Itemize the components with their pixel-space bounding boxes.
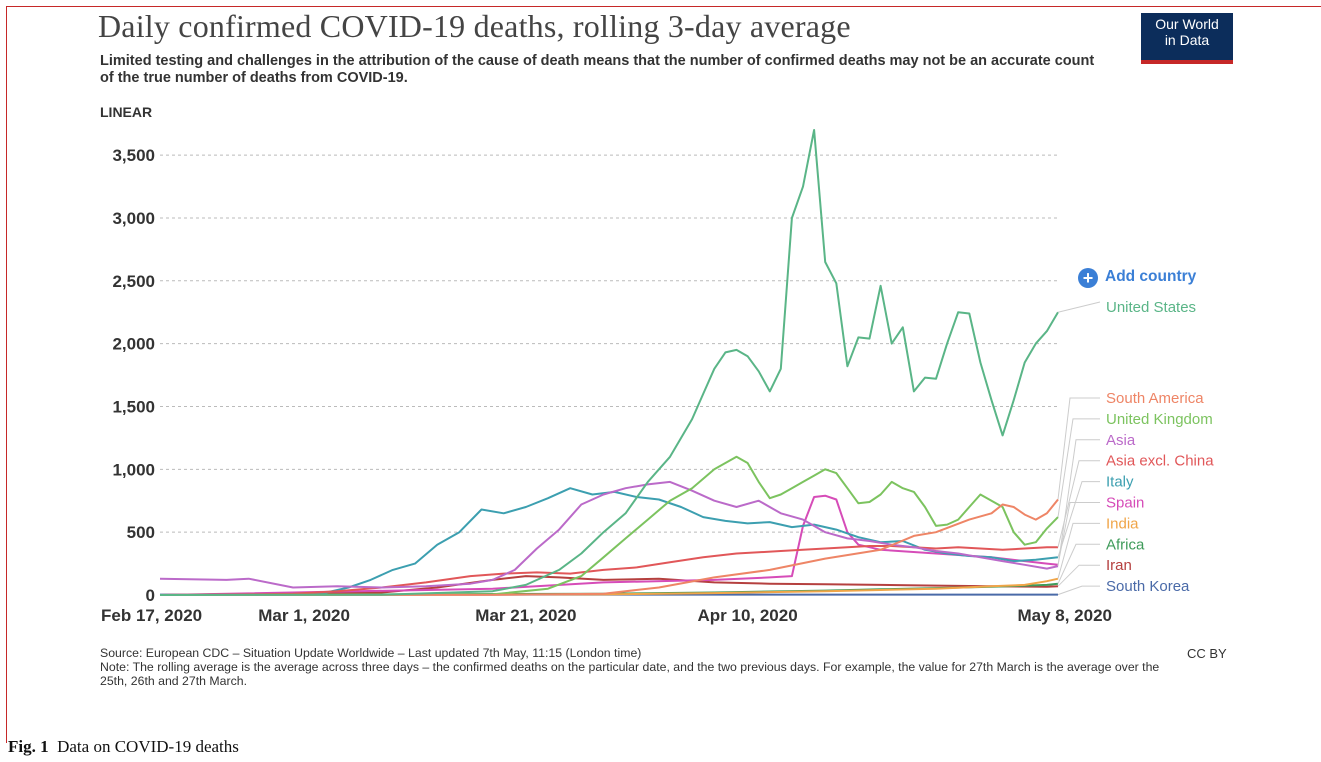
- y-tick-label: 1,500: [112, 397, 155, 416]
- series-line: [159, 498, 1059, 596]
- owid-logo[interactable]: Our World in Data: [1141, 13, 1233, 64]
- legend-label: Asia: [1106, 432, 1136, 449]
- license-label[interactable]: CC BY: [1187, 646, 1227, 661]
- caption-text: Data on COVID-19 deaths: [57, 737, 239, 756]
- legend-label: India: [1106, 515, 1139, 532]
- legend-label: Italy: [1106, 474, 1134, 491]
- figure-caption: Fig. 1 Data on COVID-19 deaths: [8, 737, 239, 757]
- scale-toggle[interactable]: LINEAR: [100, 104, 153, 120]
- legend-label: Iran: [1106, 557, 1132, 574]
- legend-leader: [1057, 418, 1100, 518]
- chart-title: Daily confirmed COVID-19 deaths, rolling…: [98, 8, 851, 44]
- y-tick-label: 0: [146, 586, 155, 605]
- y-tick-label: 500: [127, 523, 155, 542]
- legend-label: Spain: [1106, 495, 1144, 512]
- x-tick-label: May 8, 2020: [1017, 606, 1112, 625]
- caption-label: Fig. 1: [8, 737, 49, 756]
- series-line: [159, 577, 1059, 596]
- frame-border-left: [6, 6, 7, 743]
- legend-leader: [1057, 481, 1100, 558]
- y-tick-label: 2,500: [112, 272, 155, 291]
- legend-label: South Korea: [1106, 578, 1190, 595]
- legend-leader: [1057, 397, 1100, 500]
- series-line: [159, 129, 1059, 596]
- legend-leader: [1057, 522, 1100, 579]
- source-text: Source: European CDC – Situation Update …: [100, 646, 642, 660]
- legend-leader: [1057, 301, 1101, 313]
- y-tick-label: 2,000: [112, 335, 155, 354]
- series-line: [159, 545, 1058, 596]
- x-tick-label: Mar 1, 2020: [258, 606, 350, 625]
- legend-leader: [1057, 460, 1100, 548]
- y-tick-label: 3,500: [112, 146, 155, 165]
- x-tick-label: Apr 10, 2020: [697, 606, 797, 625]
- legend-label: United States: [1106, 299, 1196, 316]
- y-tick-label: 3,000: [112, 209, 155, 228]
- legend-leader: [1057, 543, 1100, 584]
- legend-label: Asia excl. China: [1106, 453, 1214, 470]
- series-line: [159, 480, 1059, 589]
- add-country-button[interactable]: Add country: [1105, 268, 1197, 285]
- frame-border-top: [6, 6, 1321, 7]
- add-country-icon[interactable]: +: [1078, 268, 1098, 288]
- legend-label: South America: [1106, 390, 1204, 407]
- x-tick-label: Mar 21, 2020: [475, 606, 576, 625]
- chart-subtitle: Limited testing and challenges in the at…: [100, 53, 1095, 86]
- legend-label: Africa: [1106, 536, 1145, 553]
- legend-leader: [1057, 502, 1100, 565]
- legend-label: United Kingdom: [1106, 411, 1213, 428]
- legend-leader: [1057, 585, 1100, 596]
- note-text: Note: The rolling average is the average…: [100, 660, 1160, 688]
- y-tick-label: 1,000: [112, 460, 155, 479]
- line-chart: 0 500 1,000 1,500 2,000 2,500 3,000 3,500 Feb 17…: [101, 129, 1214, 625]
- series-line: [159, 455, 1059, 596]
- logo-line-2: in Data: [1164, 32, 1210, 48]
- x-tick-label: Feb 17, 2020: [101, 606, 202, 625]
- legend-leader: [1057, 564, 1100, 587]
- source-note: Source: European CDC – Situation Update …: [100, 646, 1165, 688]
- logo-line-1: Our World: [1155, 16, 1219, 32]
